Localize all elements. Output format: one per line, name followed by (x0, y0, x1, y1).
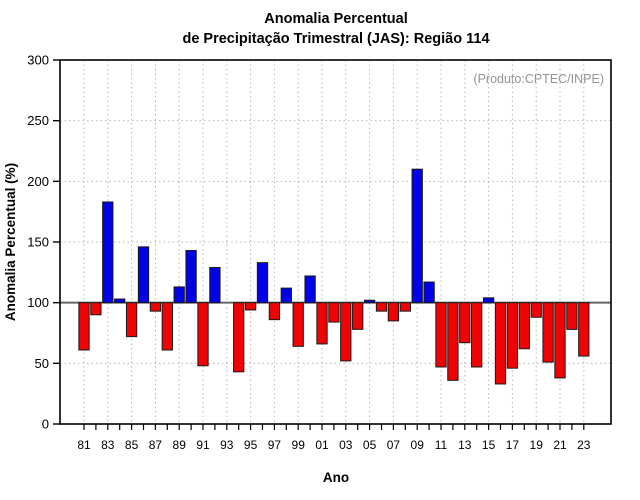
bar-2023 (578, 302, 590, 357)
x-tick-label-1989: 89 (173, 438, 187, 452)
bar-2014 (471, 302, 483, 368)
x-tick-label-2011: 11 (435, 438, 448, 452)
bar-2021 (554, 302, 566, 379)
x-tick-label-2017: 17 (506, 438, 520, 452)
x-tick-label-1991: 91 (196, 438, 210, 452)
bar-1992 (209, 266, 221, 304)
bar-layer (78, 168, 590, 385)
x-tick-label-2013: 13 (458, 438, 472, 452)
y-axis-label: Anomalia Percentual (%) (3, 163, 18, 321)
x-tick-label-1995: 95 (244, 438, 258, 452)
x-tick-label-1993: 93 (220, 438, 234, 452)
bar-2007 (387, 302, 400, 322)
bar-2000 (304, 275, 316, 304)
x-tick-label-1983: 83 (101, 438, 115, 452)
bar-2012 (447, 302, 459, 381)
chart-title-line2: de Precipitação Trimestral (JAS): Região… (182, 31, 489, 47)
bar-2022 (566, 302, 578, 330)
y-tick-label-100: 100 (27, 295, 49, 310)
y-tick-label-150: 150 (27, 235, 49, 250)
bar-2019 (530, 302, 542, 318)
bar-1997 (268, 302, 281, 321)
bar-2016 (494, 302, 507, 385)
bar-2006 (375, 302, 388, 312)
bar-2009 (411, 168, 423, 304)
x-tick-label-2009: 09 (411, 438, 425, 452)
bar-1985 (125, 302, 138, 338)
bar-1998 (280, 287, 292, 304)
bar-1989 (173, 286, 185, 304)
bar-1990 (185, 249, 197, 304)
x-tick-label-1985: 85 (125, 438, 139, 452)
bar-1995 (244, 302, 257, 311)
x-tick-label-2007: 07 (387, 438, 401, 452)
y-tick-label-50: 50 (35, 356, 49, 371)
x-tick-label-2005: 05 (363, 438, 377, 452)
bar-1981 (78, 302, 90, 351)
x-tick-label-1981: 81 (77, 438, 91, 452)
bar-2002 (328, 302, 340, 323)
x-tick-label-2001: 01 (315, 438, 329, 452)
x-tick-label-1999: 99 (292, 438, 306, 452)
y-tick-label-0: 0 (42, 417, 49, 432)
bar-2008 (399, 302, 411, 312)
bar-2018 (518, 302, 530, 350)
x-tick-label-2015: 15 (482, 438, 496, 452)
bar-1983 (102, 201, 114, 304)
bar-1987 (149, 302, 162, 312)
x-tick-label-2023: 23 (577, 438, 591, 452)
bar-1986 (137, 246, 150, 304)
bar-1991 (197, 302, 209, 367)
bar-2003 (340, 302, 352, 362)
bar-1988 (161, 302, 173, 351)
bar-1994 (233, 302, 245, 373)
bar-1999 (292, 302, 304, 347)
bar-2004 (352, 302, 364, 330)
bar-2005 (363, 299, 376, 304)
grid-layer (60, 60, 611, 424)
bar-1996 (256, 262, 269, 304)
bar-2001 (316, 302, 328, 345)
produto-annotation: (Produto:CPTEC/INPE) (473, 72, 604, 86)
bar-1984 (114, 298, 126, 304)
bar-2020 (542, 302, 554, 363)
bar-2013 (459, 302, 471, 344)
y-tick-label-250: 250 (27, 113, 49, 128)
x-axis-label: Ano (323, 470, 349, 485)
bar-2010 (423, 281, 435, 304)
bar-2015 (482, 297, 495, 304)
x-tick-label-1987: 87 (149, 438, 163, 452)
bar-2017 (506, 302, 519, 369)
bar-1982 (90, 302, 102, 316)
bar-2011 (435, 302, 447, 368)
x-tick-label-2019: 19 (530, 438, 544, 452)
x-tick-label-1997: 97 (268, 438, 282, 452)
y-tick-label-300: 300 (27, 53, 49, 68)
x-tick-label-2003: 03 (339, 438, 353, 452)
x-tick-label-2021: 21 (553, 438, 567, 452)
y-tick-label-200: 200 (27, 174, 49, 189)
chart-title-line1: Anomalia Percentual (264, 11, 407, 27)
